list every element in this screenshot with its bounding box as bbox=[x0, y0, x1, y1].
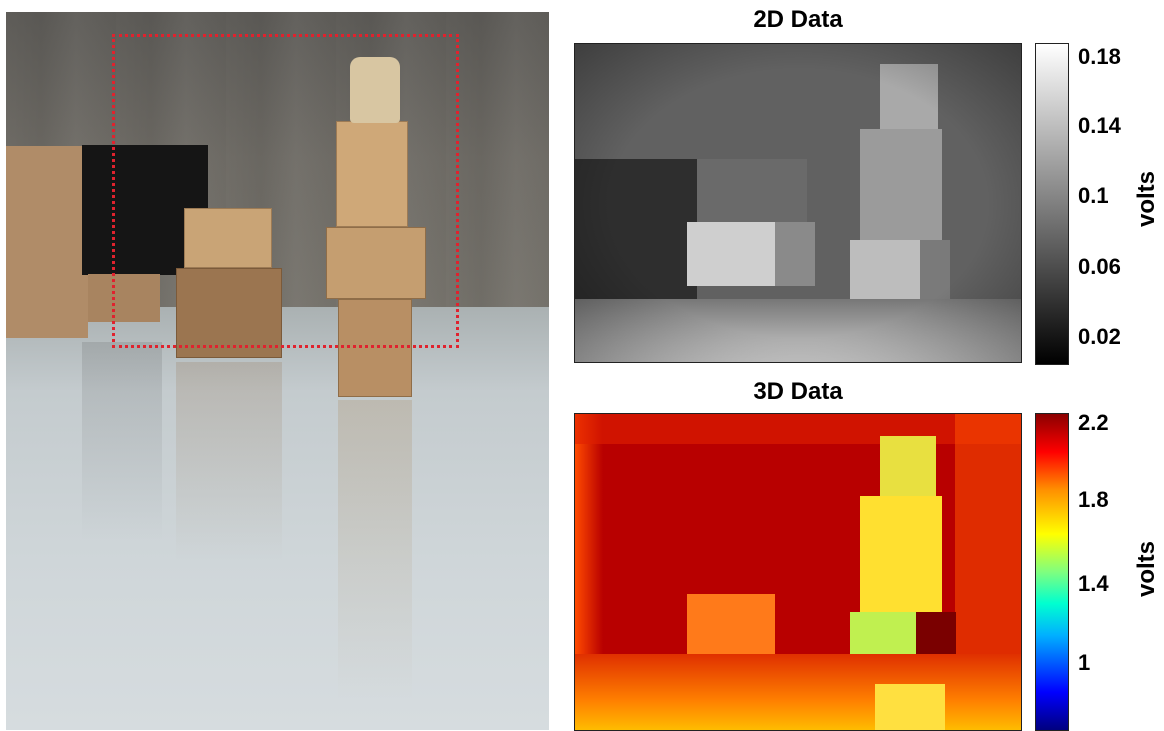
paper-bag bbox=[350, 57, 400, 123]
tower-box-top bbox=[336, 121, 408, 227]
colorbar-3d-tick: 1.4 bbox=[1078, 571, 1109, 596]
colorbar-2d-tick: 0.14 bbox=[1078, 113, 1121, 138]
scene-photo bbox=[6, 12, 549, 730]
tower-box-bottom bbox=[338, 299, 412, 397]
colorbar-3d bbox=[1035, 413, 1069, 731]
colorbar-2d-tick: 0.06 bbox=[1078, 254, 1121, 279]
floor bbox=[6, 307, 549, 730]
tower-reflection bbox=[338, 400, 412, 700]
low-box bbox=[88, 274, 160, 322]
colorbar-2d-tick: 0.1 bbox=[1078, 183, 1109, 208]
colorbar-2d bbox=[1035, 43, 1069, 365]
colorbar-3d-label: volts bbox=[1133, 541, 1160, 598]
panel-reflection bbox=[82, 342, 162, 542]
box-stack-top bbox=[184, 208, 272, 268]
colorbar-2d-label: volts bbox=[1133, 171, 1160, 228]
colorbar-2d-tick: 0.18 bbox=[1078, 44, 1121, 69]
box-stack-bottom bbox=[176, 268, 282, 358]
colorbar-3d-tick: 2.2 bbox=[1078, 410, 1109, 435]
tower-box-middle bbox=[326, 227, 426, 299]
cardboard-sheet bbox=[6, 146, 88, 338]
roi-rectangle bbox=[112, 34, 459, 348]
plot-3d-image bbox=[574, 413, 1022, 731]
colorbar-3d-tick: 1 bbox=[1078, 650, 1091, 675]
box-reflection bbox=[176, 362, 282, 562]
plot-2d-image bbox=[574, 43, 1022, 363]
panel-2d-title: 2D Data bbox=[753, 6, 843, 33]
colorbar-3d-tick: 1.8 bbox=[1078, 487, 1109, 512]
panel-3d-title: 3D Data bbox=[753, 378, 843, 405]
colorbar-2d-tick: 0.02 bbox=[1078, 324, 1121, 349]
